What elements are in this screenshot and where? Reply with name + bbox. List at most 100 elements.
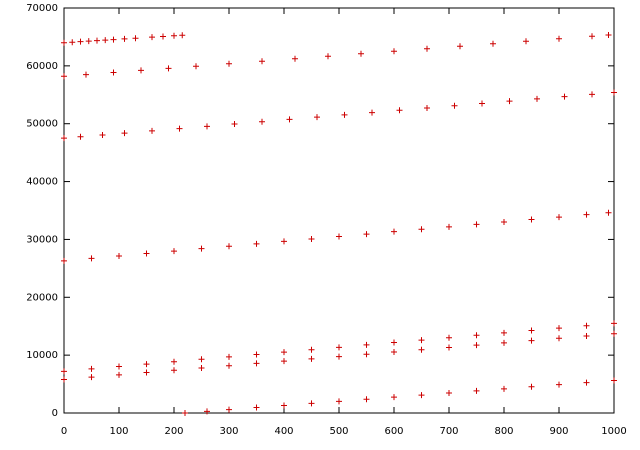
point [259, 58, 265, 65]
point [259, 118, 265, 125]
point [369, 109, 375, 116]
point [85, 38, 92, 45]
point [418, 346, 425, 353]
point [149, 34, 155, 41]
point [198, 245, 205, 252]
point [589, 33, 595, 40]
point [605, 209, 612, 216]
point [490, 40, 496, 47]
point [110, 69, 117, 76]
point [77, 38, 84, 45]
point [363, 231, 370, 238]
point [308, 346, 315, 353]
point [116, 252, 122, 259]
point [88, 365, 95, 372]
point [281, 238, 287, 245]
point [314, 114, 320, 121]
point [226, 362, 232, 369]
y-tick-label: 10000 [26, 350, 58, 361]
point [83, 71, 89, 78]
point [325, 53, 331, 60]
point [77, 133, 84, 140]
point [556, 381, 562, 388]
point [110, 36, 117, 43]
point [61, 257, 67, 264]
point [88, 255, 95, 262]
point [61, 135, 67, 142]
point [391, 48, 397, 55]
point [143, 369, 150, 376]
point [506, 98, 513, 105]
point [253, 404, 260, 411]
point [286, 116, 293, 123]
point [424, 45, 430, 52]
point [528, 327, 535, 334]
point [561, 93, 568, 100]
x-tick-label: 700 [439, 426, 458, 437]
point [253, 240, 260, 247]
point [61, 376, 67, 383]
point [165, 65, 172, 72]
point [611, 320, 617, 327]
point [418, 226, 425, 233]
point [501, 339, 507, 346]
point [116, 363, 122, 370]
x-tick-label: 300 [219, 426, 238, 437]
point [363, 341, 370, 348]
point [281, 358, 287, 365]
point [418, 337, 425, 344]
point [451, 102, 458, 109]
point [391, 339, 397, 346]
point [446, 334, 452, 341]
point [94, 37, 100, 44]
point [556, 214, 562, 221]
point [424, 105, 430, 112]
point [193, 63, 199, 70]
point [528, 216, 535, 223]
point [226, 243, 232, 250]
point [61, 368, 67, 375]
point [149, 127, 155, 134]
point [198, 364, 205, 371]
x-tick-label: 200 [164, 426, 183, 437]
point [253, 360, 260, 367]
point [363, 351, 370, 358]
x-tick-label: 0 [61, 426, 67, 437]
point [583, 332, 590, 339]
x-tick-label: 600 [384, 426, 403, 437]
point [336, 233, 342, 240]
x-tick-label: 900 [549, 426, 568, 437]
y-tick-label: 30000 [26, 234, 58, 245]
y-tick-label: 0 [52, 408, 58, 419]
point [138, 67, 144, 74]
point [61, 39, 67, 46]
point [473, 221, 480, 228]
point [308, 355, 315, 362]
point [501, 385, 507, 392]
point [61, 73, 67, 80]
point [171, 358, 177, 365]
point [391, 394, 397, 401]
x-tick-label: 1000 [601, 426, 626, 437]
point [253, 351, 260, 358]
point [171, 32, 177, 39]
point [473, 332, 480, 339]
point [143, 250, 150, 257]
x-tick-label: 100 [109, 426, 128, 437]
point [336, 353, 342, 360]
point [198, 356, 205, 363]
point [446, 344, 452, 351]
point [226, 406, 232, 413]
point [457, 43, 463, 50]
point [143, 361, 150, 368]
point [182, 410, 188, 416]
x-tick-label: 800 [494, 426, 513, 437]
point [226, 60, 232, 67]
x-tick-label: 400 [274, 426, 293, 437]
point [88, 374, 95, 381]
point [523, 38, 529, 45]
point [583, 322, 590, 329]
point [501, 218, 507, 225]
point [308, 400, 315, 407]
